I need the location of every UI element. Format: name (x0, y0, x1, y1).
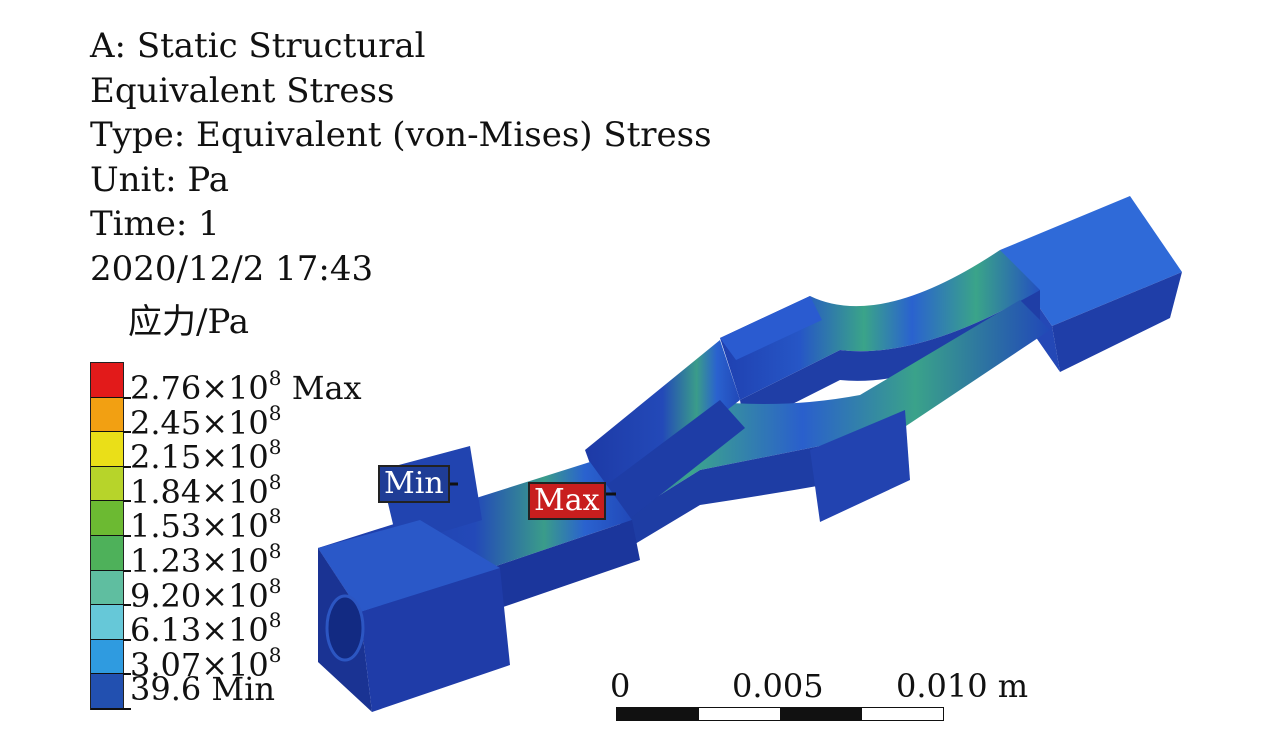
left-arm-links (585, 340, 745, 525)
legend-label: 1.53×108 (130, 504, 282, 546)
upper-flexure-beam (720, 250, 1040, 428)
legend-label: 39.6 Min (130, 670, 276, 709)
legend-swatch (91, 536, 123, 571)
legend-label: 2.45×108 (130, 400, 282, 442)
result-header: A: Static Structural Equivalent Stress T… (90, 24, 712, 291)
legend-swatch (91, 605, 123, 640)
legend-swatch (91, 639, 123, 675)
scale-segment (698, 708, 780, 720)
max-probe-tag[interactable]: Max (528, 482, 606, 520)
legend-swatch (91, 397, 123, 433)
result-time: Time: 1 (90, 204, 220, 244)
scale-label-end: 0.010 m (896, 667, 1029, 705)
legend-tick (91, 708, 131, 710)
scale-label-mid: 0.005 (732, 667, 824, 705)
min-probe-tag[interactable]: Min (378, 465, 450, 503)
legend-label: 3.07×108 (130, 642, 282, 684)
legend-swatch (91, 466, 123, 502)
legend-label: 2.76×108 Max (130, 366, 362, 407)
legend-label: 6.13×108 (130, 608, 282, 650)
scale-bar (616, 707, 944, 721)
scale-segment (780, 708, 862, 720)
scale-label-0: 0 (610, 667, 631, 705)
left-end-block (318, 520, 510, 712)
legend-label: 1.23×108 (130, 539, 282, 580)
result-unit: Unit: Pa (90, 159, 229, 200)
result-name: Equivalent Stress (90, 70, 395, 111)
legend-label: 1.84×108 (130, 469, 282, 511)
legend-swatch (91, 432, 123, 467)
legend-label: 9.20×108 (130, 573, 282, 615)
color-legend[interactable] (90, 362, 131, 710)
legend-label: 2.15×108 (130, 435, 282, 477)
result-timestamp: 2020/12/2 17:43 (90, 248, 374, 289)
analysis-system-title: A: Static Structural (90, 26, 426, 66)
legend-swatch (91, 501, 123, 536)
legend-swatch (91, 363, 123, 398)
scale-segment (861, 708, 943, 720)
scale-segment (617, 708, 699, 720)
legend-swatch (91, 674, 123, 709)
lower-flexure-beam (600, 300, 1050, 550)
result-type: Type: Equivalent (von-Mises) Stress (90, 115, 712, 155)
legend-title: 应力/Pa (128, 302, 250, 342)
legend-swatch (91, 570, 123, 606)
